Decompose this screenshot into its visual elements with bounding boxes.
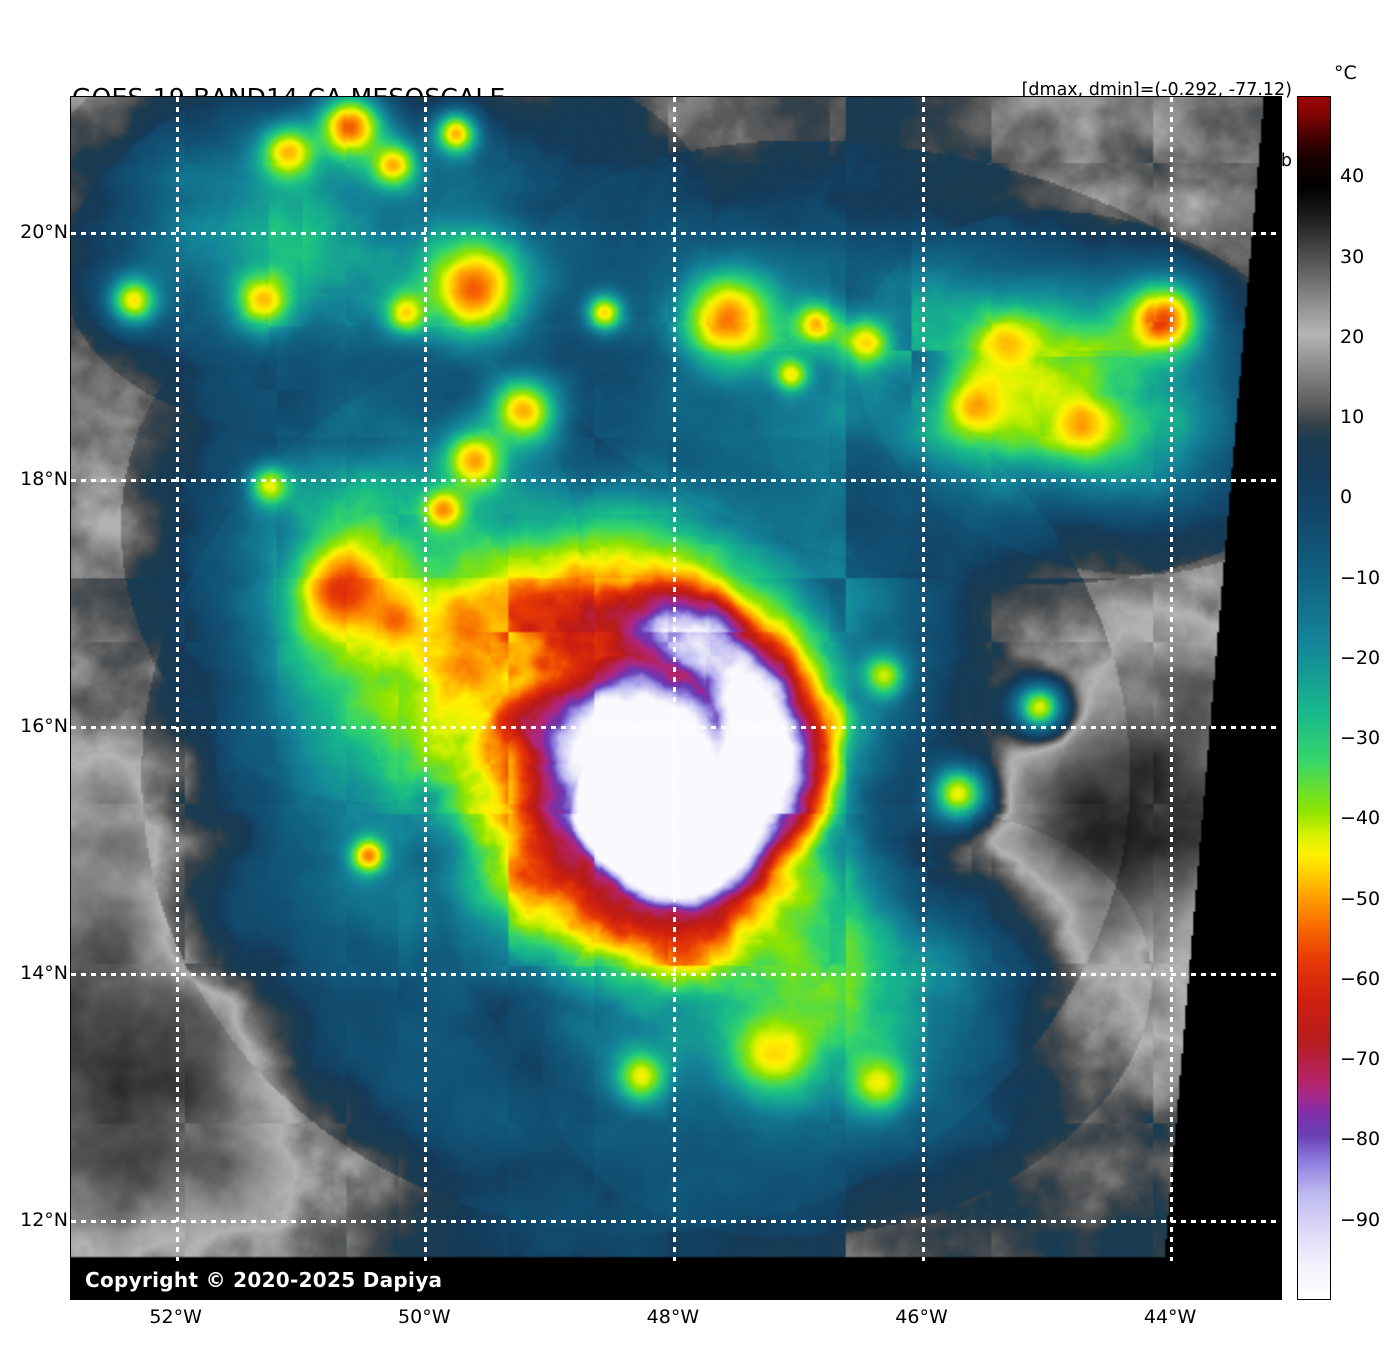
- lon-tick-label: 44°W: [1143, 1306, 1197, 1328]
- lat-tick-label: 16°N: [20, 714, 68, 737]
- lat-tick-label: 18°N: [20, 467, 68, 490]
- dminmax-label: [dmax, dmin]=(-0.292, -77.12): [1021, 80, 1292, 101]
- lat-tick-label: 14°N: [20, 961, 68, 984]
- lat-tick-label: 20°N: [20, 220, 68, 243]
- colorbar-tick-label: 30: [1340, 245, 1365, 268]
- lon-tick-label: 48°W: [646, 1306, 700, 1328]
- lon-tick-label: 50°W: [398, 1306, 451, 1328]
- colorbar-tick-label: 40: [1340, 165, 1365, 188]
- satellite-image-panel[interactable]: Copyright © 2020-2025 Dapiya: [70, 96, 1282, 1300]
- colorbar-tick-label: 10: [1340, 406, 1365, 429]
- colorbar-tick-label: −80: [1340, 1128, 1381, 1151]
- colorbar-tick-label: −10: [1340, 566, 1381, 589]
- colorbar-gradient: [1297, 96, 1331, 1300]
- colorbar-tick-label: −40: [1340, 807, 1381, 830]
- lat-tick-label: 12°N: [20, 1208, 68, 1231]
- copyright-label: Copyright © 2020-2025 Dapiya: [85, 1268, 443, 1292]
- colorbar-tick-label: −20: [1340, 646, 1381, 669]
- colorbar-tick-label: −90: [1340, 1208, 1381, 1231]
- colorbar-tick-label: −30: [1340, 727, 1381, 750]
- colorbar-tick-label: −60: [1340, 967, 1381, 990]
- colorbar[interactable]: [1297, 96, 1331, 1300]
- copyright-bar: Copyright © 2020-2025 Dapiya: [71, 1261, 1281, 1299]
- colorbar-tick-label: −50: [1340, 887, 1381, 910]
- colorbar-tick-label: −70: [1340, 1048, 1381, 1071]
- colorbar-unit-label: °C: [1334, 62, 1357, 84]
- colorbar-tick-label: 20: [1340, 325, 1365, 348]
- colorbar-tick-label: 0: [1340, 486, 1353, 509]
- infrared-satellite-imagery: [71, 97, 1281, 1299]
- lon-tick-label: 52°W: [149, 1306, 202, 1328]
- lon-tick-label: 46°W: [895, 1306, 948, 1328]
